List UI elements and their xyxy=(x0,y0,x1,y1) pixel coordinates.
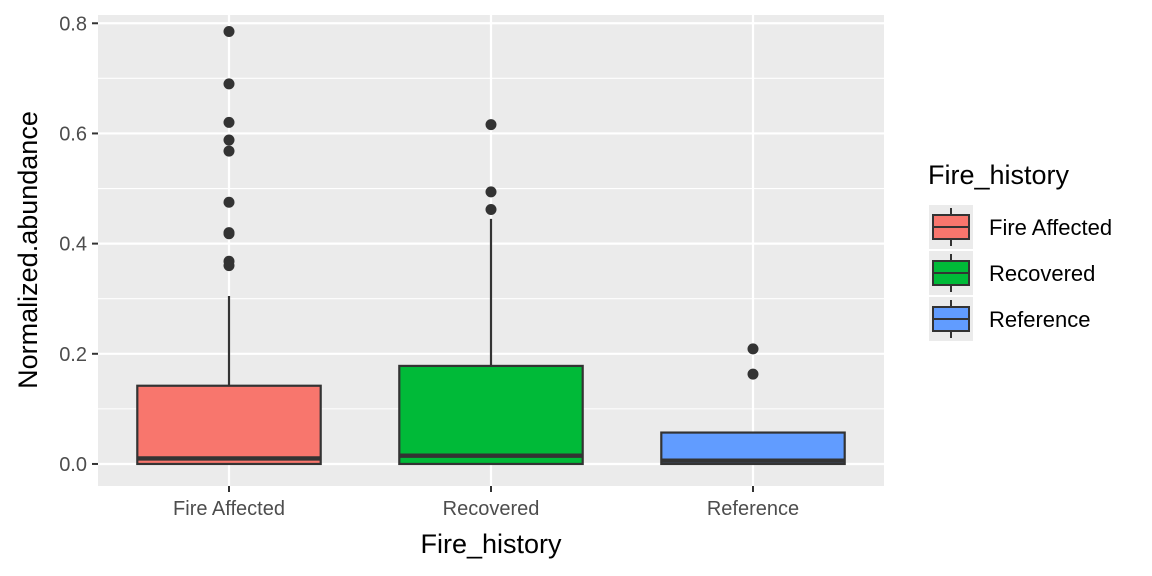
x-axis: Fire Affected Recovered Reference xyxy=(173,486,799,520)
y-tick-label: 0.2 xyxy=(59,344,87,366)
outlier-point xyxy=(223,116,235,128)
legend-key-recovered: Recovered xyxy=(927,249,1095,297)
y-axis: 0.0 0.2 0.4 0.6 0.8 xyxy=(59,13,98,476)
box-series xyxy=(136,26,846,466)
box-recovered xyxy=(398,119,584,466)
x-tick-label: Recovered xyxy=(443,498,540,520)
y-tick-label: 0.8 xyxy=(59,13,87,35)
outlier-point xyxy=(223,228,235,240)
y-tick-label: 0.0 xyxy=(59,454,87,476)
legend-title: Fire_history xyxy=(928,160,1070,190)
y-axis-title: Normalized.abundance xyxy=(13,111,43,389)
box-fire-affected xyxy=(136,26,322,466)
outlier-point xyxy=(747,368,759,380)
outlier-point xyxy=(223,78,235,90)
legend-label: Recovered xyxy=(989,261,1095,286)
outlier-point xyxy=(485,186,497,198)
legend-key-reference: Reference xyxy=(927,295,1091,343)
outlier-point xyxy=(223,260,235,272)
outlier-point xyxy=(485,203,497,215)
x-tick-label: Fire Affected xyxy=(173,498,285,520)
outlier-point xyxy=(223,26,235,38)
y-tick-label: 0.4 xyxy=(59,234,87,256)
legend-key-fire-affected: Fire Affected xyxy=(927,203,1112,251)
outlier-point xyxy=(485,119,497,131)
outlier-point xyxy=(747,343,759,355)
legend-keys: Fire Affected Recovered Reference xyxy=(927,203,1112,343)
outlier-point xyxy=(223,134,235,146)
outlier-point xyxy=(223,196,235,208)
box-body xyxy=(136,384,322,466)
x-tick-label: Reference xyxy=(707,498,799,520)
y-tick-label: 0.6 xyxy=(59,123,87,145)
box-body xyxy=(398,364,584,466)
legend-label: Fire Affected xyxy=(989,215,1112,240)
legend-label: Reference xyxy=(989,307,1091,332)
x-axis-title: Fire_history xyxy=(420,529,562,559)
box-reference xyxy=(660,343,846,466)
legend: Fire_history Fire Affected Recovered Refer… xyxy=(927,160,1112,343)
outlier-point xyxy=(223,145,235,157)
